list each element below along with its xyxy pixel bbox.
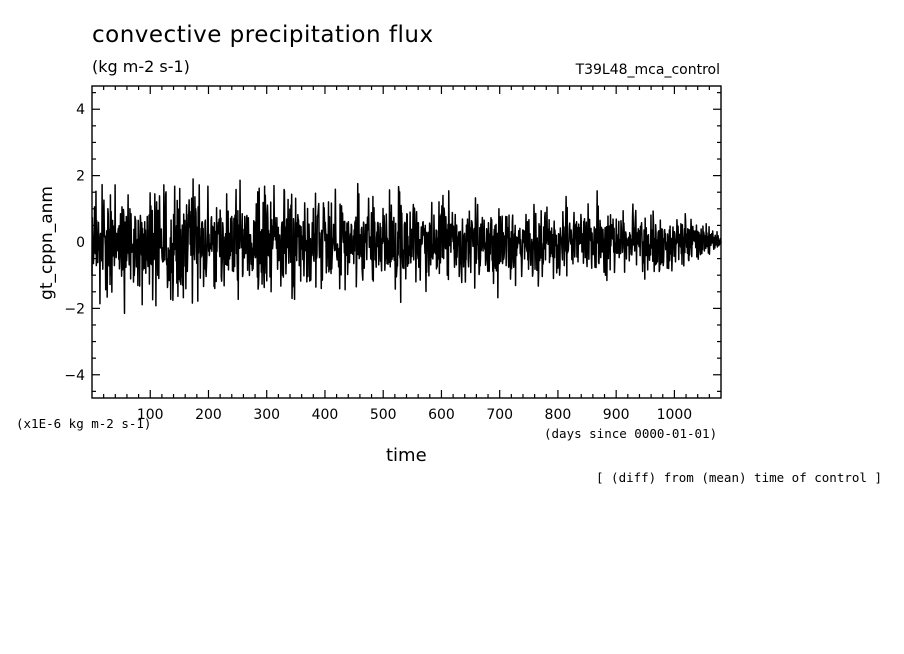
x-tick-label: 800: [545, 407, 572, 423]
x-axis-label: time: [386, 445, 427, 466]
chart-units: (kg m-2 s-1): [92, 57, 190, 76]
y-tick-label: −2: [64, 301, 85, 317]
y-tick-label: 0: [76, 235, 85, 251]
x-tick-label: 900: [603, 407, 630, 423]
x-tick-label: 200: [195, 407, 222, 423]
x-tick-label: 1000: [657, 407, 693, 423]
x-tick-label: 700: [486, 407, 513, 423]
x-tick-label: 100: [137, 407, 164, 423]
y-tick-label: 4: [76, 102, 85, 118]
y-scale-note: (x1E-6 kg m-2 s-1): [16, 416, 152, 431]
chart-title: convective precipitation flux: [92, 22, 434, 48]
run-name: T39L48_mca_control: [575, 62, 720, 78]
tick-labels: 100 200 300 400 500 600 700 800 900 1000 −4 −2 0 2 4: [64, 102, 692, 423]
axis-ticks: [92, 86, 721, 398]
y-tick-label: 2: [76, 169, 85, 185]
x-tick-label: 600: [428, 407, 455, 423]
series-layer: [91, 178, 722, 315]
series-line-1: [91, 178, 722, 315]
x-tick-label: 400: [312, 407, 339, 423]
x-tick-label: 300: [253, 407, 280, 423]
x-axis-unit: (days since 0000-01-01): [544, 426, 718, 441]
y-tick-label: −4: [64, 368, 85, 384]
processing-note: [ (diff) from (mean) time of control ]: [596, 470, 882, 485]
x-tick-label: 500: [370, 407, 397, 423]
